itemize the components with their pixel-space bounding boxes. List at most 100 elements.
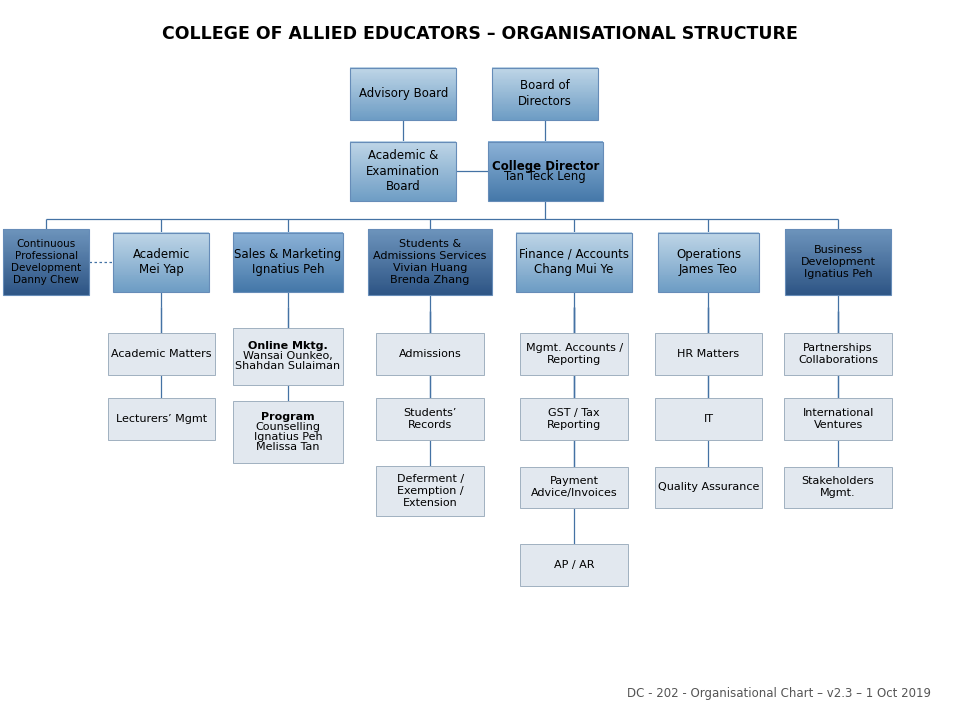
Bar — [659, 244, 758, 246]
Bar — [368, 287, 492, 289]
Text: Admissions: Admissions — [398, 349, 462, 359]
Bar — [785, 294, 891, 295]
Bar — [785, 251, 891, 252]
Bar — [350, 104, 456, 105]
Bar — [516, 247, 632, 248]
Bar — [108, 333, 215, 375]
Bar — [488, 158, 603, 160]
Bar — [368, 294, 492, 295]
Bar — [492, 95, 598, 96]
Bar — [350, 188, 456, 189]
Bar — [232, 247, 344, 248]
Bar — [488, 150, 603, 152]
Bar — [350, 180, 456, 181]
Bar — [3, 283, 89, 284]
Bar — [516, 257, 632, 258]
Bar — [516, 253, 632, 254]
Bar — [659, 271, 758, 273]
Bar — [659, 236, 758, 238]
Bar — [232, 328, 344, 385]
Bar — [368, 288, 492, 289]
Bar — [488, 154, 603, 156]
Bar — [516, 255, 632, 256]
Text: GST / Tax
Reporting: GST / Tax Reporting — [547, 408, 601, 430]
Bar — [659, 290, 758, 292]
Bar — [488, 162, 603, 163]
Bar — [659, 257, 758, 258]
Bar — [492, 100, 598, 102]
Bar — [785, 292, 891, 294]
Bar — [659, 262, 758, 263]
Bar — [516, 276, 632, 277]
Bar — [3, 242, 89, 243]
Bar — [3, 238, 89, 240]
Bar — [785, 244, 891, 246]
Bar — [516, 271, 632, 272]
Bar — [350, 186, 456, 187]
Bar — [516, 277, 632, 279]
Bar — [659, 269, 758, 271]
Bar — [520, 333, 628, 375]
Bar — [488, 142, 603, 201]
Bar — [659, 242, 758, 243]
Bar — [516, 235, 632, 236]
Bar — [659, 287, 758, 288]
Bar — [350, 93, 456, 94]
Bar — [350, 163, 456, 164]
Bar — [368, 248, 492, 250]
Bar — [785, 284, 891, 285]
Bar — [350, 114, 456, 115]
Bar — [113, 279, 209, 280]
Text: Continuous
Professional
Development
Danny Chew: Continuous Professional Development Dann… — [11, 239, 82, 285]
Bar — [232, 258, 344, 259]
Bar — [492, 98, 598, 99]
Bar — [368, 253, 492, 254]
Text: Advisory Board: Advisory Board — [358, 87, 448, 100]
Bar — [659, 260, 758, 261]
Bar — [488, 196, 603, 197]
Bar — [3, 265, 89, 266]
Bar — [368, 231, 492, 233]
Bar — [350, 182, 456, 183]
Bar — [113, 251, 209, 252]
Bar — [350, 80, 456, 81]
Bar — [3, 243, 89, 244]
Bar — [232, 261, 344, 262]
Bar — [350, 183, 456, 184]
Bar — [659, 255, 758, 256]
Bar — [350, 81, 456, 82]
Bar — [350, 91, 456, 92]
Bar — [785, 236, 891, 238]
Bar — [492, 109, 598, 110]
Bar — [350, 166, 456, 168]
Bar — [3, 276, 89, 277]
Bar — [488, 148, 603, 149]
Bar — [350, 159, 456, 161]
Bar — [488, 178, 603, 179]
Bar — [492, 89, 598, 90]
Bar — [368, 271, 492, 273]
Bar — [785, 283, 891, 284]
Bar — [659, 263, 758, 264]
Bar — [659, 273, 758, 274]
Bar — [492, 69, 598, 71]
Bar — [488, 146, 603, 148]
Bar — [488, 151, 603, 153]
Bar — [350, 94, 456, 95]
Bar — [488, 157, 603, 158]
Bar — [350, 71, 456, 73]
Bar — [232, 284, 344, 286]
Bar — [350, 76, 456, 77]
Bar — [516, 243, 632, 244]
Bar — [350, 197, 456, 198]
Bar — [232, 279, 344, 280]
Bar — [368, 279, 492, 281]
Bar — [516, 254, 632, 255]
Bar — [113, 282, 209, 283]
Bar — [785, 259, 891, 261]
Bar — [488, 143, 603, 144]
Bar — [232, 250, 344, 251]
Bar — [3, 275, 89, 276]
Bar — [350, 85, 456, 86]
Bar — [492, 85, 598, 86]
